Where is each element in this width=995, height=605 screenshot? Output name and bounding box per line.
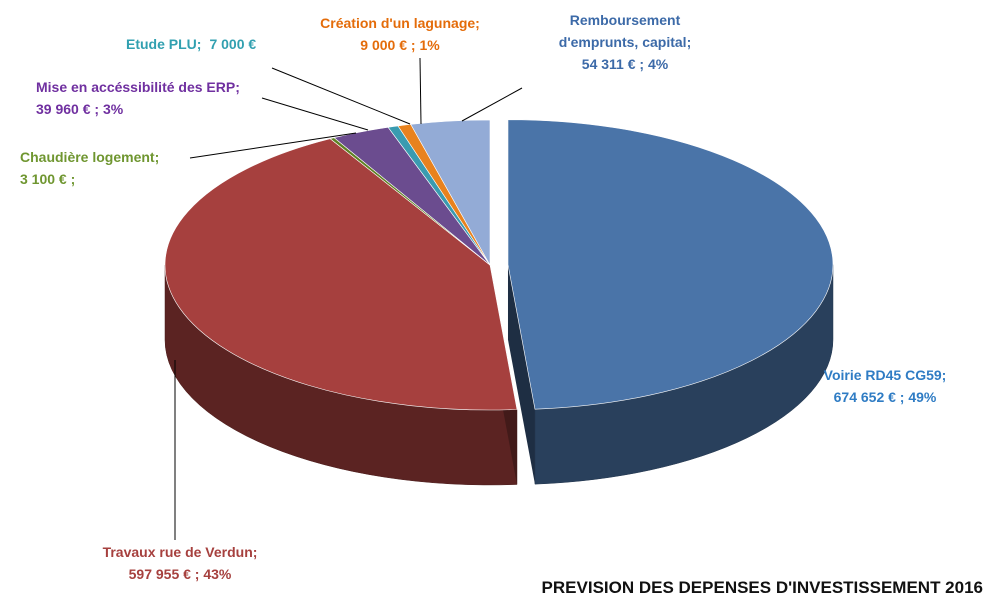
slice-face — [507, 264, 535, 485]
category-label: Chaudière logement; — [20, 149, 160, 165]
slice-label: Mise en accéssibilité des ERP; 39 960 € ;… — [36, 76, 276, 120]
category-label: Remboursement d'emprunts, capital; — [558, 12, 692, 50]
value-label: 39 960 € ; 3% — [36, 101, 124, 117]
slice — [507, 119, 834, 410]
category-label: Travaux rue de Verdun; — [102, 544, 258, 560]
slice-label: Travaux rue de Verdun; 597 955 € ; 43% — [70, 541, 290, 585]
leader-line — [461, 87, 523, 122]
slice — [410, 119, 491, 267]
slice-label: Création d'un lagunage; 9 000 € ; 1% — [300, 12, 500, 56]
category-label: Voirie RD45 CG59; — [823, 367, 947, 383]
slice — [164, 138, 518, 411]
category-label: Mise en accéssibilité des ERP; — [36, 79, 240, 95]
value-label: 9 000 € ; 1% — [360, 37, 440, 53]
slice-label: Remboursement d'emprunts, capital; 54 311… — [540, 9, 710, 75]
value-label: 3 100 € ; — [20, 171, 76, 187]
category-label: Création d'un lagunage; — [320, 15, 480, 31]
leader-line — [419, 57, 422, 125]
leader-line — [189, 132, 357, 159]
value-label: 54 311 € ; 4% — [581, 56, 669, 72]
value-label: 597 955 € ; 43% — [128, 566, 232, 582]
leader-line — [261, 97, 369, 131]
slice-label: Chaudière logement; 3 100 € ; — [20, 146, 200, 190]
slice-label: Etude PLU; 7 000 € — [126, 33, 296, 55]
slice-label: Voirie RD45 CG59; 674 652 € ; 49% — [812, 364, 958, 408]
chart-title: PREVISION DES DEPENSES D'INVESTISSEMENT … — [541, 578, 983, 597]
category-label: Etude PLU; — [126, 36, 202, 52]
value-label: 7 000 € — [209, 36, 257, 52]
leader-line — [271, 67, 411, 125]
value-label: 674 652 € ; 49% — [833, 389, 937, 405]
